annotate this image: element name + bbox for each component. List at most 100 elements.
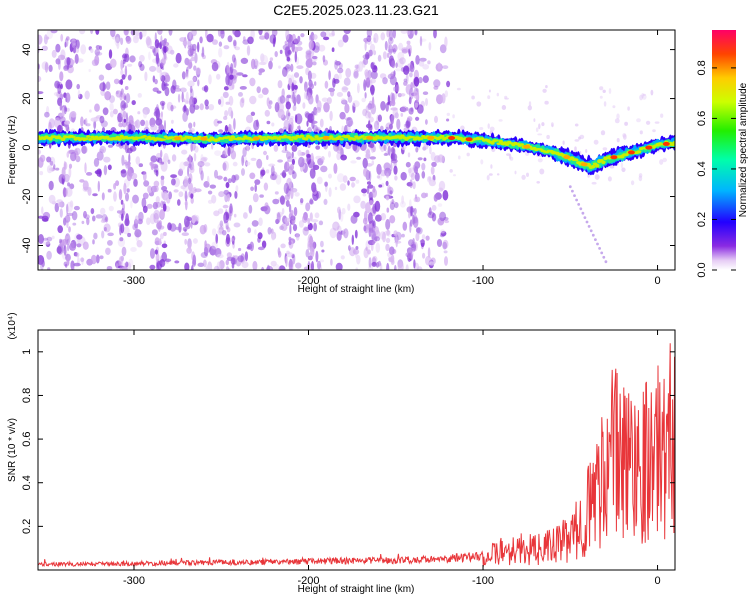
spectrogram-noise-blob: [269, 57, 274, 62]
spectrogram-noise-blob: [305, 249, 310, 258]
spectrogram-noise-blob: [319, 259, 324, 263]
spectrogram-noise-blob: [225, 225, 229, 230]
spectrogram-noise-blob: [282, 170, 286, 179]
spectrogram-noise-blob: [178, 191, 184, 198]
spectrogram-noise-blob: [544, 100, 549, 105]
spectrogram-noise-blob: [96, 151, 104, 161]
spectrogram-noise-blob: [365, 77, 371, 88]
spectrogram-noise-blob: [363, 225, 367, 232]
spectrogram-ridge-mark: [287, 136, 292, 139]
spectrogram-noise-blob: [272, 263, 280, 270]
spectrogram-noise-blob: [56, 246, 62, 254]
spectrogram-noise-blob: [346, 123, 351, 132]
spectrogram-noise-blob: [413, 165, 418, 171]
spectrogram-noise-blob: [108, 49, 113, 59]
spectrogram-ridge-mark: [259, 138, 265, 142]
spectrogram-noise-blob: [315, 250, 319, 263]
spectrogram-noise-blob: [291, 151, 294, 158]
spectrogram-noise-blob: [288, 259, 294, 270]
spectrogram-noise-blob: [422, 75, 429, 83]
spectrogram-hotspot: [366, 135, 374, 140]
x-tick-label: -100: [472, 575, 494, 587]
spectrogram-noise-blob: [353, 71, 359, 79]
spectrogram-noise-blob: [279, 95, 286, 104]
spectrogram-noise-blob: [177, 93, 181, 103]
spectrogram-noise-blob: [257, 246, 265, 251]
spectrogram-noise-blob: [437, 62, 441, 70]
spectrogram-noise-blob: [574, 123, 579, 127]
spectrogram-noise-blob: [134, 120, 138, 127]
spectrogram-noise-blob: [71, 211, 78, 221]
spectrogram-noise-blob: [184, 238, 188, 245]
spectrogram-hotspot: [322, 135, 330, 140]
spectrogram-noise-blob: [105, 247, 111, 255]
spectrogram-noise-blob: [624, 121, 628, 126]
spectrogram-noise-blob: [439, 233, 445, 238]
spectrogram-noise-blob: [130, 200, 133, 209]
spectrogram-noise-blob: [407, 167, 412, 174]
spectrogram-noise-blob: [190, 48, 197, 54]
spectrogram-noise-blob: [150, 160, 154, 171]
spectrogram-noise-blob: [161, 186, 168, 191]
spectrogram-noise-blob: [321, 156, 325, 162]
spectrogram-noise-blob: [421, 234, 426, 240]
colorbar-ticks: 0.0 0.2 0.4 0.6 0.8: [696, 60, 736, 278]
spectrogram-noise-blob: [41, 45, 48, 51]
spectrogram-noise-blob: [392, 153, 398, 161]
spectrogram-noise-blob: [250, 111, 256, 117]
spectrogram-noise-blob: [385, 219, 391, 230]
spectrogram-noise-blob: [80, 116, 84, 127]
spectrogram-noise-blob: [339, 111, 346, 120]
spectrogram-noise-blob: [288, 117, 294, 125]
spectrogram-noise-blob: [191, 215, 197, 224]
spectrogram-noise-blob: [347, 91, 351, 98]
spectrogram-noise-blob: [227, 146, 231, 157]
spectrogram-noise-blob: [307, 217, 311, 225]
spectrogram-noise-blob: [392, 44, 398, 53]
spectrogram-noise-blob: [662, 157, 667, 163]
spectrogram-noise-blob: [259, 194, 264, 198]
spectrogram-noise-blob: [50, 30, 58, 34]
spectrogram-noise-blob: [102, 81, 105, 92]
spectrogram-noise-blob: [414, 102, 419, 108]
spectrogram-noise-blob: [86, 217, 90, 226]
spectrogram-noise-blob: [232, 235, 236, 241]
spectrogram-noise-blob: [105, 81, 111, 90]
spectrogram-noise-blob: [284, 161, 290, 172]
spectrogram-noise-blob: [241, 155, 245, 167]
spectrogram-noise-blob: [287, 50, 292, 55]
spectrogram-noise-blob: [129, 55, 136, 63]
spectrogram-noise-blob: [436, 239, 443, 247]
spectrogram-noise-blob: [95, 45, 101, 50]
spectrogram-noise-blob: [476, 101, 482, 107]
spectrogram-tail-point: [600, 251, 604, 255]
figure-title: C2E5.2025.023.11.23.G21: [273, 2, 439, 18]
spectrogram-noise-blob: [142, 205, 148, 213]
spectrogram-noise-blob: [308, 40, 314, 50]
spectrogram-noise-blob: [295, 233, 300, 241]
spectrogram-noise-blob: [187, 45, 192, 50]
spectrogram-noise-blob: [304, 81, 308, 92]
spectrogram-noise-blob: [350, 214, 358, 224]
snr-y-label: SNR (10 * v/v): [7, 418, 18, 482]
spectrogram-noise-blob: [118, 79, 123, 85]
spectrogram-noise-blob: [216, 175, 223, 180]
spectrogram-noise-blob: [272, 198, 280, 205]
spectrogram-noise-blob: [433, 79, 441, 88]
spectrogram-noise-blob: [228, 123, 232, 133]
spectrogram-noise-blob: [199, 103, 204, 111]
spectrogram-noise-blob: [63, 161, 68, 170]
spectrogram-noise-blob: [161, 63, 165, 68]
spectrogram-noise-blob: [93, 232, 98, 240]
spectrogram-noise-blob: [444, 36, 448, 48]
spectrogram-noise-blob: [372, 203, 377, 214]
spectrogram-noise-blob: [229, 203, 233, 214]
spectrogram-noise-blob: [154, 39, 160, 49]
spectrogram-noise-blob: [194, 52, 198, 64]
spectrogram-noise-blob: [660, 113, 664, 118]
spectrogram-noise-blob: [251, 220, 259, 227]
spectrogram-noise-blob: [172, 79, 177, 91]
spectrogram-noise-blob: [340, 98, 346, 104]
spectrogram-noise-blob: [170, 49, 175, 55]
spectrogram-noise-blob: [397, 261, 404, 270]
